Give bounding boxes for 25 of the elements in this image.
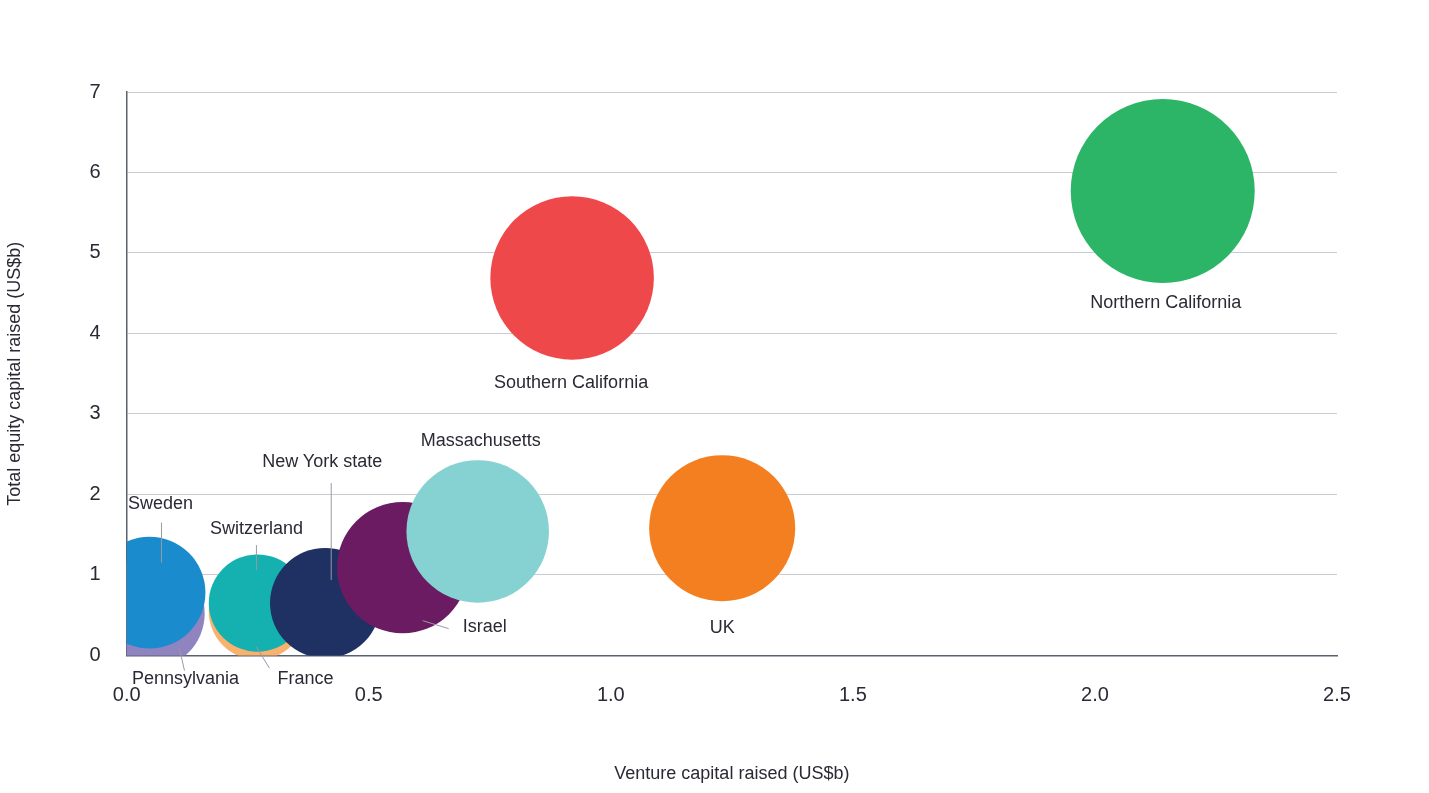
x-tick-label: 2.5 <box>1323 682 1351 705</box>
x-tick-label: 2.0 <box>1081 682 1109 705</box>
y-tick-label: 3 <box>89 401 101 424</box>
x-tick-label: 1.0 <box>596 682 625 705</box>
x-tick-label: 1.5 <box>838 682 867 705</box>
series-label: France <box>277 668 334 689</box>
series-label: Switzerland <box>209 518 303 539</box>
series-label: Israel <box>462 615 507 636</box>
y-tick-label: 1 <box>89 562 101 585</box>
y-tick-label: 4 <box>89 320 101 343</box>
y-tick-label: 5 <box>89 240 101 263</box>
y-tick-label: 6 <box>89 160 101 182</box>
x-axis-title: Venture capital raised (US$b) <box>614 763 850 784</box>
y-tick-label: 7 <box>89 79 101 102</box>
series-label: Massachusetts <box>420 430 541 451</box>
series-label: Sweden <box>127 492 194 513</box>
series-label: Northern California <box>1090 291 1243 312</box>
y-axis-title: Total equity capital raised (US$b) <box>3 241 24 506</box>
text: New York state <box>262 451 383 472</box>
series-label: Pennsylvania <box>131 667 240 688</box>
y-tick-label: 0 <box>89 642 101 665</box>
x-tick-label: 0.5 <box>354 682 383 705</box>
series-label: Southern California <box>494 371 650 392</box>
series-label: UK <box>709 617 735 638</box>
y-tick-label: 2 <box>89 481 101 504</box>
